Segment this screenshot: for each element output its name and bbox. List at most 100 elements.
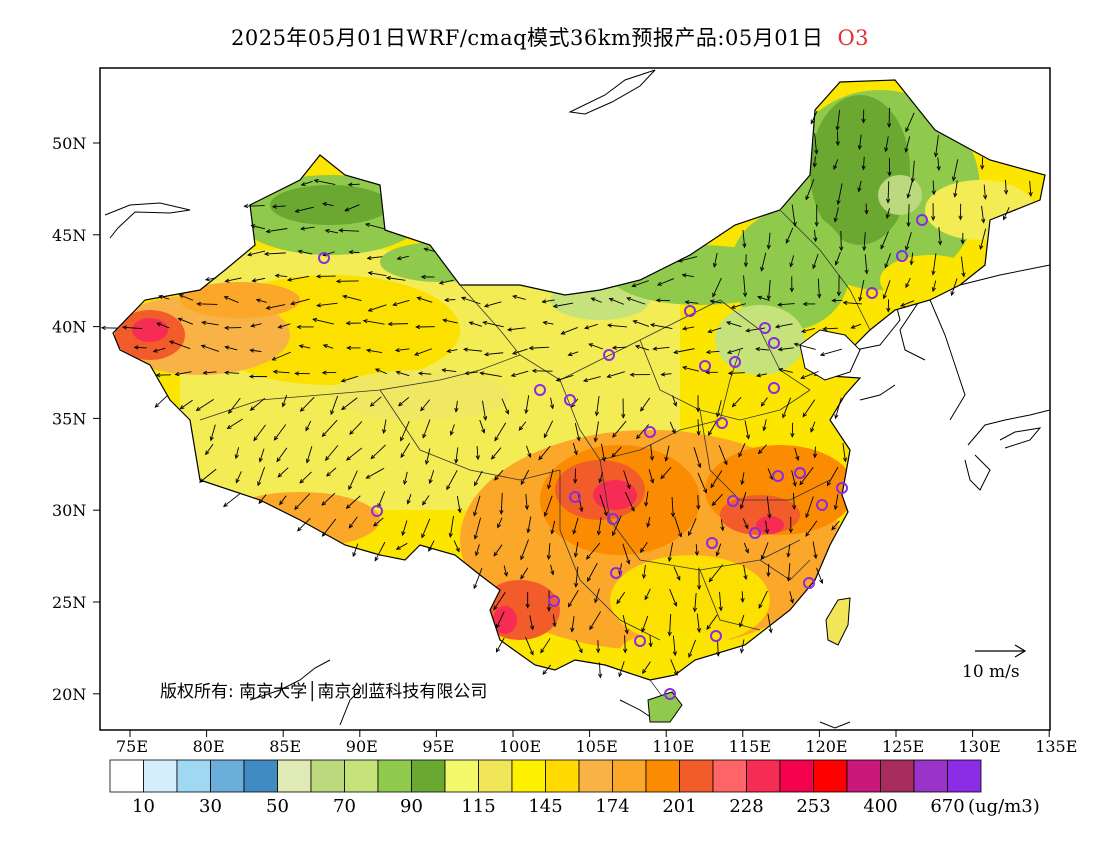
wind-arrow: [205, 443, 214, 456]
wind-arrow: [296, 324, 314, 330]
wind-arrow: [249, 348, 262, 353]
wind-arrow: [348, 470, 358, 491]
wind-arrow: [441, 368, 457, 373]
wind-arrow: [904, 232, 912, 251]
province-borders: [199, 209, 871, 721]
wind-arrow: [428, 540, 435, 552]
wind-arrow: [622, 543, 631, 565]
wind-arrow: [365, 348, 383, 354]
wind-arrow: [696, 613, 702, 633]
colorbar-unit: (ug/m3): [968, 796, 1040, 817]
wind-arrow: [931, 203, 936, 221]
wind-arrow: [550, 520, 556, 535]
lon-tick-label: 120E: [805, 737, 847, 756]
wind-arrow: [688, 639, 697, 659]
lon-tick-label: 110E: [652, 737, 694, 756]
wind-arrow: [684, 300, 699, 305]
wind-arrow: [168, 340, 191, 350]
wind-arrow: [639, 541, 648, 553]
wind-arrow: [248, 374, 267, 379]
wind-arrow: [251, 277, 266, 283]
wind-arrow: [791, 492, 797, 510]
wind-arrow: [905, 112, 915, 133]
wind-arrow: [479, 419, 486, 434]
wind-arrow: [552, 302, 574, 309]
wind-arrow: [861, 109, 866, 124]
wind-arrow: [227, 397, 241, 415]
colorbar-swatch: [880, 759, 915, 793]
station-marker: [569, 491, 581, 503]
wind-arrow: [652, 346, 670, 351]
wind-arrow: [330, 395, 339, 416]
wind-arrow: [584, 323, 598, 330]
wind-arrow: [799, 466, 814, 486]
wind-arrow: [444, 297, 456, 303]
wind-arrow: [886, 299, 891, 313]
wind-arrow: [788, 516, 793, 534]
colorbar-label: 30: [199, 796, 222, 817]
wind-arrow: [858, 279, 865, 302]
wind-arrow: [905, 277, 911, 289]
wind-arrow: [743, 542, 749, 554]
wind-arrow: [931, 253, 937, 276]
wind-arrow: [300, 180, 313, 187]
wind-arrow: [258, 448, 265, 463]
wind-arrow: [960, 232, 965, 245]
wind-arrow: [338, 228, 360, 233]
wind-arrow: [224, 325, 242, 330]
wind-arrow: [501, 398, 510, 415]
wind-arrow: [296, 518, 311, 532]
wind-arrow: [575, 639, 583, 654]
wind-arrow: [555, 374, 574, 382]
wind-arrow: [599, 494, 608, 517]
wind-arrow: [587, 562, 598, 583]
wind-arrow: [346, 345, 361, 351]
wind-arrow: [842, 442, 848, 463]
wind-arrow: [594, 396, 600, 417]
wind-arrow: [448, 515, 454, 538]
wind-arrow: [271, 204, 286, 209]
wind-arrow: [493, 591, 506, 611]
wind-arrow: [324, 228, 339, 234]
wind-reference: 10 m/s: [962, 644, 1027, 682]
wind-arrow: [352, 543, 359, 558]
colorbar-swatch: [210, 759, 245, 793]
wind-arrow: [625, 492, 635, 512]
wind-arrow: [831, 520, 840, 531]
lon-tick-label: 95E: [422, 737, 454, 756]
wind-arrow: [420, 399, 431, 412]
colorbar-swatch: [712, 759, 747, 793]
colorbar-swatch: [947, 759, 982, 793]
wind-arrow: [263, 251, 286, 256]
wind-arrow: [885, 208, 890, 219]
wind-arrow: [453, 540, 460, 553]
wind-arrow: [805, 520, 818, 537]
wind-arrow: [887, 107, 892, 129]
wind-arrow: [155, 372, 171, 378]
colorbar-label: 10: [132, 796, 155, 817]
wind-arrow: [446, 348, 458, 354]
wind-arrow: [582, 376, 601, 383]
wind-arrow: [294, 371, 310, 376]
wind-arrow: [626, 297, 646, 305]
wind-arrow: [910, 160, 915, 183]
wind-arrow: [442, 318, 458, 324]
wind-arrow: [711, 493, 723, 507]
wind-arrow: [800, 370, 819, 380]
colorbar-label: 670: [930, 796, 964, 817]
lon-tick-label: 125E: [882, 737, 924, 756]
wind-arrow: [755, 346, 770, 352]
wind-arrow: [474, 470, 483, 487]
wind-arrow: [743, 565, 748, 581]
wind-arrow: [298, 344, 311, 349]
wind-arrow: [789, 276, 794, 293]
wind-arrow: [342, 294, 362, 302]
station-marker: [607, 513, 619, 525]
wind-arrow: [348, 516, 358, 529]
wind-arrow: [616, 591, 626, 605]
station-marker: [749, 527, 761, 539]
wind-arrow: [790, 422, 795, 438]
wind-vectors: [100, 107, 1033, 679]
wind-arrow: [394, 347, 410, 353]
wind-arrow: [705, 370, 718, 375]
